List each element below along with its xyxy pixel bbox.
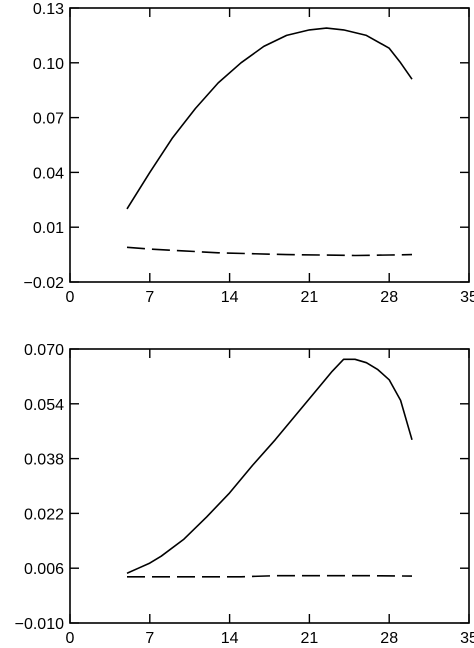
- x-tick-label: 7: [145, 630, 154, 647]
- y-tick-label: 0.07: [33, 111, 64, 128]
- x-tick-label: 35: [460, 630, 474, 647]
- plot-frame: [69, 7, 470, 283]
- y-tick-label: 0.01: [33, 220, 64, 237]
- x-tick-label: 0: [66, 630, 75, 647]
- x-tick-label: 14: [221, 630, 239, 647]
- plot-frame: [69, 348, 470, 624]
- x-tick-label: 28: [380, 289, 398, 306]
- dashed-series-line: [126, 246, 413, 257]
- x-tick-label: 28: [380, 630, 398, 647]
- y-tick-label: 0.054: [24, 397, 64, 414]
- y-tick-label: 0.006: [24, 561, 64, 578]
- x-tick-label: 0: [66, 289, 75, 306]
- y-tick-label: 0.022: [24, 506, 64, 523]
- y-tick-label: 0.038: [24, 452, 64, 469]
- y-tick-label: −0.02: [24, 275, 65, 292]
- y-tick-label: −0.010: [15, 616, 64, 633]
- y-tick-label: 0.10: [33, 56, 64, 73]
- y-tick-label: 0.13: [33, 1, 64, 18]
- solid-series-line: [126, 358, 413, 575]
- x-tick-label: 7: [145, 289, 154, 306]
- x-tick-label: 21: [301, 630, 319, 647]
- y-tick-label: 0.070: [24, 342, 64, 359]
- y-tick-label: 0.04: [33, 165, 64, 182]
- x-tick-label: 35: [460, 289, 474, 306]
- solid-series-line: [126, 27, 413, 210]
- dashed-series-line: [127, 574, 413, 578]
- x-tick-label: 21: [301, 289, 319, 306]
- top-chart: −0.02 0.01 0.04 0.07 0.10 0.13 0 7 14 21 28 35: [24, 1, 474, 306]
- x-tick-label: 14: [221, 289, 239, 306]
- bottom-chart: −0.010 0.006 0.022 0.038 0.054 0.070 0 7 14 21 28 3…: [15, 342, 474, 647]
